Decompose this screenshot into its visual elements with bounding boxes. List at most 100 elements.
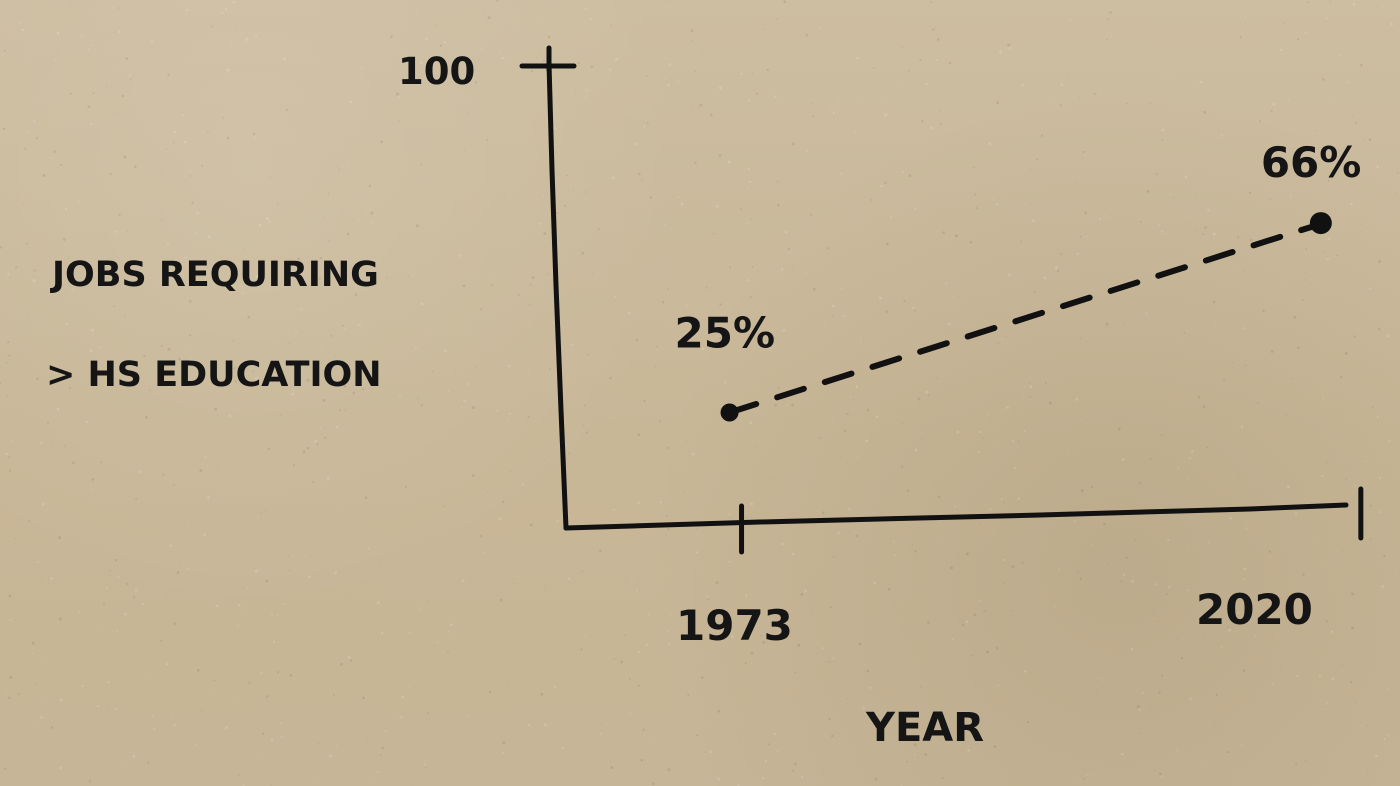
paper-speckle	[812, 287, 816, 291]
paper-speckle	[262, 732, 265, 735]
paper-speckle	[791, 142, 795, 146]
paper-speckle	[637, 501, 640, 504]
paper-speckle	[1202, 405, 1206, 409]
paper-speckle	[379, 754, 382, 756]
paper-speckle	[854, 131, 856, 134]
paper-speckle	[989, 508, 992, 511]
paper-speckle	[27, 130, 29, 133]
paper-speckle	[471, 474, 475, 477]
paper-speckle	[779, 150, 781, 152]
paper-speckle	[91, 590, 93, 592]
paper-speckle	[233, 367, 236, 370]
paper-speckle	[115, 708, 118, 711]
paper-speckle	[540, 692, 544, 696]
paper-speckle	[198, 283, 200, 286]
paper-speckle	[655, 742, 657, 744]
paper-speckle	[23, 317, 26, 319]
paper-speckle	[260, 238, 262, 240]
paper-speckle	[985, 10, 987, 13]
paper-speckle	[466, 382, 469, 386]
paper-speckle	[78, 200, 81, 203]
paper-speckle	[496, 0, 499, 2]
paper-speckle	[853, 301, 855, 303]
paper-speckle	[614, 295, 617, 298]
paper-speckle	[1106, 38, 1108, 41]
paper-speckle	[1076, 252, 1079, 255]
paper-speckle	[328, 240, 331, 242]
paper-speckle	[697, 497, 699, 499]
paper-speckle	[751, 265, 754, 268]
paper-speckle	[161, 595, 163, 598]
paper-speckle	[372, 751, 374, 753]
paper-speckle	[1026, 721, 1029, 724]
paper-speckle	[1193, 477, 1195, 479]
paper-speckle	[840, 457, 842, 459]
paper-speckle	[343, 385, 347, 388]
paper-speckle	[1232, 101, 1234, 103]
paper-speckle	[917, 397, 921, 401]
paper-speckle	[51, 442, 53, 444]
paper-speckle	[72, 461, 75, 465]
paper-speckle	[160, 172, 162, 174]
paper-speckle	[499, 598, 503, 602]
paper-speckle	[252, 370, 254, 373]
paper-speckle	[1254, 635, 1257, 638]
paper-speckle	[458, 253, 462, 257]
paper-speckle	[811, 613, 813, 616]
paper-speckle	[56, 31, 60, 35]
paper-speckle	[99, 173, 101, 175]
paper-speckle	[763, 28, 766, 31]
paper-speckle	[215, 604, 219, 608]
paper-speckle	[196, 669, 200, 672]
paper-speckle	[884, 181, 887, 185]
paper-speckle	[764, 143, 766, 146]
paper-speckle	[58, 536, 62, 540]
paper-speckle	[1028, 382, 1030, 384]
paper-speckle	[570, 456, 572, 458]
paper-speckle	[1072, 266, 1074, 268]
paper-speckle	[183, 140, 187, 144]
paper-speckle	[9, 618, 12, 621]
paper-speckle	[804, 589, 808, 593]
paper-speckle	[661, 301, 665, 304]
paper-speckle	[683, 230, 685, 232]
paper-speckle	[370, 781, 373, 783]
paper-speckle	[885, 242, 889, 246]
paper-speckle	[1344, 352, 1348, 355]
paper-speckle	[775, 18, 778, 20]
paper-speckle	[1131, 647, 1134, 651]
paper-speckle	[718, 154, 722, 157]
paper-speckle	[858, 642, 862, 646]
paper-speckle	[508, 684, 510, 686]
paper-speckle	[819, 346, 821, 348]
paper-speckle	[1322, 397, 1325, 399]
paper-speckle	[1327, 180, 1330, 182]
paper-speckle	[335, 426, 339, 429]
paper-speckle	[1099, 93, 1101, 95]
paper-speckle	[70, 1, 72, 3]
paper-speckle	[143, 355, 146, 358]
paper-speckle	[948, 550, 950, 552]
paper-speckle	[1067, 449, 1069, 451]
paper-speckle	[549, 551, 551, 553]
paper-speckle	[329, 754, 332, 758]
paper-speckle	[107, 692, 109, 693]
paper-speckle	[1268, 628, 1270, 630]
paper-speckle	[475, 366, 477, 368]
paper-speckle	[528, 304, 531, 306]
paper-speckle	[138, 470, 142, 474]
paper-speckle	[250, 1, 252, 3]
paper-speckle	[518, 294, 520, 296]
paper-speckle	[1030, 203, 1032, 205]
paper-speckle	[179, 565, 181, 567]
paper-speckle	[774, 95, 777, 98]
paper-speckle	[975, 207, 978, 210]
paper-speckle	[749, 296, 752, 299]
paper-speckle	[1244, 22, 1246, 25]
paper-speckle	[787, 247, 790, 251]
paper-speckle	[1354, 484, 1357, 487]
paper-speckle	[1220, 134, 1223, 137]
paper-speckle	[246, 587, 249, 590]
paper-speckle	[1114, 659, 1116, 660]
paper-speckle	[480, 308, 483, 311]
